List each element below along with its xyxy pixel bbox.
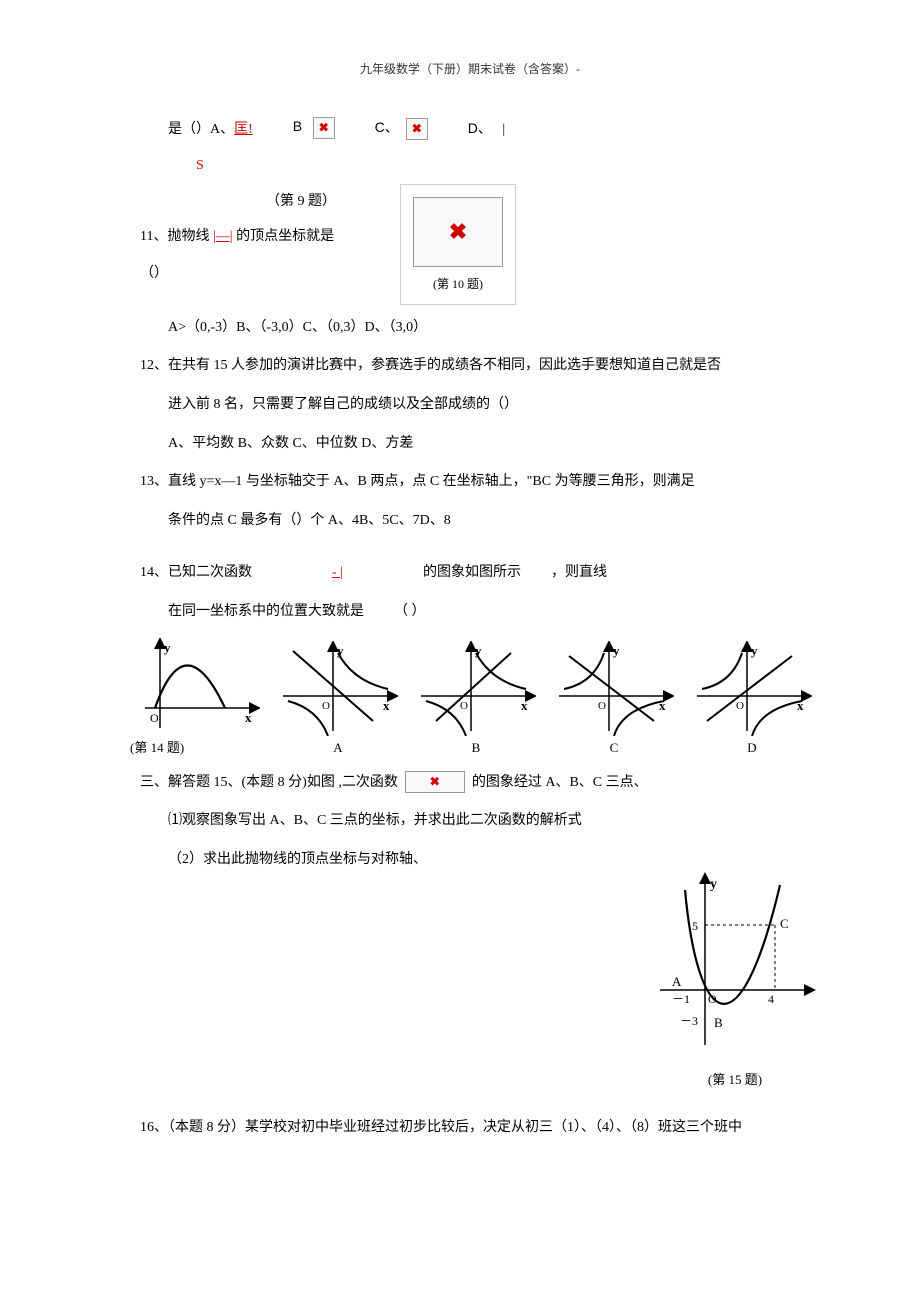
svg-text:x: x <box>245 710 252 725</box>
broken-image-icon <box>406 118 428 140</box>
q12-line2: 进入前 8 名，只需要了解自己的成绩以及全部成绩的（） <box>140 392 800 419</box>
graph-label-q14: (第 14 题) <box>130 737 260 756</box>
q15-graph: y 5 C A －1 O 4 －3 B (第 15 题) <box>650 870 820 1088</box>
graph-svg: y x O <box>554 641 674 736</box>
broken-image-icon <box>413 197 503 267</box>
graph-label-D: D <box>692 740 812 756</box>
q14-line1: 14、已知二次函数- |的图象如图所示，则直线 <box>140 560 800 587</box>
svg-text:x: x <box>383 698 390 713</box>
svg-text:4: 4 <box>768 992 774 1006</box>
q9-caption: （第 9 题） <box>210 190 380 210</box>
graph-label-A: A <box>278 740 398 756</box>
graph-svg: y x O <box>416 641 536 736</box>
svg-text:5: 5 <box>692 919 698 933</box>
svg-text:O: O <box>708 992 717 1006</box>
svg-text:x: x <box>659 698 666 713</box>
red-s: S <box>140 158 800 174</box>
q11-options: A>（0,-3）B、（-3,0）C、（0,3）D、（3,0） <box>140 315 800 342</box>
svg-text:O: O <box>322 700 330 712</box>
graph-svg: y x O <box>692 641 812 736</box>
opt-C-wrap: C、 <box>375 117 428 140</box>
opt-C: C、 <box>375 119 399 135</box>
red-text: 匡! <box>234 122 253 137</box>
graph-B: y x O B <box>416 641 536 756</box>
q11-text: 11、抛物线 |—| 的顶点坐标就是 <box>140 224 380 251</box>
q12-line1: 12、在共有 15 人参加的演讲比赛中，参赛选手的成绩各不相同，因此选手要想知道… <box>140 353 800 380</box>
svg-text:O: O <box>736 700 744 712</box>
q14-line2: 在同一坐标系中的位置大致就是（ ） <box>140 599 800 626</box>
svg-text:B: B <box>714 1015 723 1030</box>
svg-text:y: y <box>164 640 171 655</box>
svg-text:x: x <box>797 698 804 713</box>
q15-caption: (第 15 题) <box>650 1069 820 1088</box>
graph-svg: y x O <box>278 641 398 736</box>
q10-box: (第 10 题) <box>400 184 516 305</box>
graph-q14: y x O (第 14 题) <box>130 638 260 756</box>
graph-C: y x O C <box>554 641 674 756</box>
svg-text:y: y <box>710 877 717 892</box>
svg-text:y: y <box>475 643 482 658</box>
svg-text:y: y <box>337 643 344 658</box>
text-is: 是（）A、匡! <box>168 118 253 138</box>
svg-text:－1: －1 <box>672 992 690 1006</box>
graph-label-B: B <box>416 740 536 756</box>
svg-text:O: O <box>460 700 468 712</box>
q15-line2: ⑴观察图象写出 A、B、C 三点的坐标，并求出此二次函数的解析式 <box>140 808 800 835</box>
q15-svg: y 5 C A －1 O 4 －3 B <box>650 870 820 1060</box>
q11-paren: （） <box>140 262 380 282</box>
graph-D: y x O D <box>692 641 812 756</box>
svg-text:－3: －3 <box>680 1014 698 1028</box>
svg-text:y: y <box>613 643 620 658</box>
broken-image-icon <box>313 117 335 139</box>
q12-options: A、平均数 B、众数 C、中位数 D、方差 <box>140 431 800 458</box>
svg-text:C: C <box>780 916 789 931</box>
opt-B-wrap: B <box>293 117 335 139</box>
graphs-row: y x O (第 14 题) y x O A y x O <box>130 638 800 756</box>
q10-caption: (第 10 题) <box>413 275 503 292</box>
q15-line1: 三、解答题 15、(本题 8 分)如图 ,二次函数 的图象经过 A、B、C 三点… <box>140 770 800 797</box>
svg-text:O: O <box>598 700 606 712</box>
graph-svg: y x O <box>130 638 260 733</box>
red-text: |—| <box>213 229 233 244</box>
graph-A: y x O A <box>278 641 398 756</box>
opt-D: D、 <box>468 120 492 136</box>
svg-text:A: A <box>672 974 682 989</box>
opt-D-wrap: D、 | <box>468 118 505 138</box>
graph-label-C: C <box>554 740 674 756</box>
q13-line1: 13、直线 y=x—1 与坐标轴交于 A、B 两点，点 C 在坐标轴上，"BC … <box>140 469 800 496</box>
q13-line2: 条件的点 C 最多有（）个 A、4B、5C、7D、8 <box>140 508 800 535</box>
svg-text:x: x <box>521 698 528 713</box>
svg-text:y: y <box>751 643 758 658</box>
page-header: 九年级数学（下册）期末试卷（含答案）- <box>140 60 800 77</box>
option-row: 是（）A、匡! B C、 D、 | <box>140 117 800 140</box>
red-text: - | <box>332 565 343 580</box>
broken-image-icon <box>405 771 465 793</box>
opt-B: B <box>293 119 302 135</box>
svg-text:O: O <box>150 711 159 725</box>
q16-text: 16、（本题 8 分）某学校对初中毕业班经过初步比较后，决定从初三（1）、（4）… <box>140 1115 800 1142</box>
